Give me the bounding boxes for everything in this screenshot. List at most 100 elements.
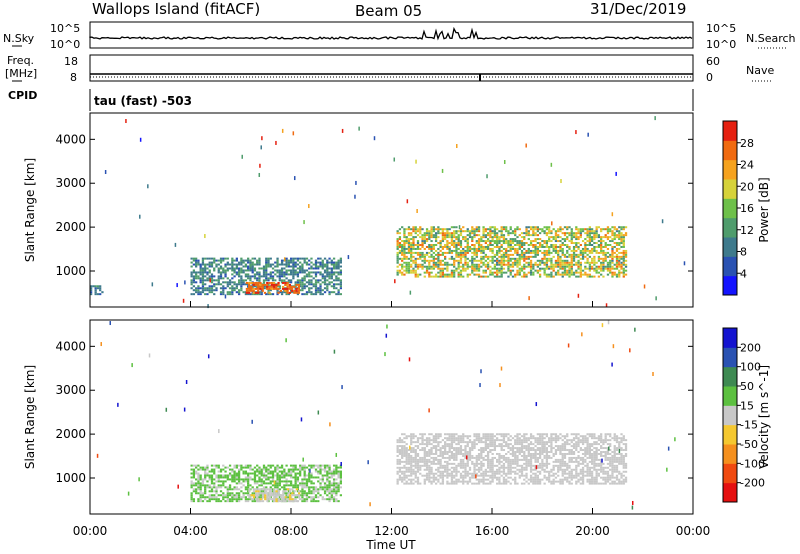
echo-cell: [310, 500, 313, 503]
echo-cell: [256, 496, 259, 499]
echo-cell: [419, 472, 422, 475]
echo-cell: [575, 269, 578, 272]
echo-cell: [468, 259, 472, 262]
echo-cell: [568, 267, 571, 270]
echo-cell: [545, 244, 549, 246]
echo-cell: [536, 464, 539, 467]
echo-cell: [217, 271, 220, 274]
echo-cell: [195, 259, 198, 262]
echo-cell: [326, 261, 329, 264]
echo-cell: [559, 247, 562, 250]
echo-cell: [241, 154, 243, 159]
echo-cell: [502, 259, 506, 262]
echo-cell: [459, 451, 463, 453]
echo-cell: [468, 451, 472, 453]
echo-cell: [572, 255, 576, 258]
site-title: Wallops Island (fitACF): [92, 0, 260, 18]
echo-cell: [317, 472, 320, 475]
echo-cell: [572, 271, 576, 274]
echo-cell: [471, 244, 474, 246]
echo-cell: [410, 460, 413, 463]
echo-cell: [545, 451, 549, 453]
echo-cell: [466, 470, 469, 473]
echo-cell: [303, 269, 306, 272]
echo-cell: [301, 283, 304, 286]
echo-cell: [299, 474, 302, 477]
echo-cell: [271, 277, 275, 280]
echo-cell: [285, 484, 288, 487]
echo-cell: [312, 482, 315, 485]
echo-cell: [197, 482, 200, 485]
echo-cell: [323, 291, 327, 294]
echo-cell: [253, 466, 257, 469]
echo-cell: [414, 244, 417, 246]
echo-cell: [475, 226, 478, 229]
echo-cell: [498, 456, 501, 459]
echo-cell: [597, 244, 601, 246]
echo-cell: [529, 255, 533, 258]
echo-cell: [283, 273, 286, 276]
echo-cell: [493, 445, 497, 448]
echo-cell: [326, 273, 329, 276]
echo-cell: [222, 271, 225, 274]
echo-cell: [518, 441, 521, 444]
echo-cell: [439, 232, 442, 235]
echo-cell: [317, 492, 320, 495]
echo-cell: [444, 236, 447, 239]
echo-cell: [620, 257, 623, 260]
echo-cell: [538, 441, 542, 444]
echo-cell: [498, 462, 501, 465]
echo-cell: [206, 279, 209, 282]
echo-cell: [410, 472, 413, 475]
echo-cell: [287, 498, 290, 501]
echo-cell: [575, 253, 578, 256]
echo-cell: [595, 234, 598, 237]
echo-cell: [595, 261, 598, 264]
echo-cell: [618, 259, 621, 262]
echo-cell: [291, 289, 294, 292]
echo-cell: [401, 441, 404, 444]
echo-cell: [536, 230, 539, 233]
echo-cell: [332, 287, 336, 290]
echo-cell: [520, 445, 524, 448]
echo-cell: [330, 263, 333, 266]
echo-cell: [448, 234, 451, 237]
echo-cell: [548, 245, 551, 248]
echo-cell: [428, 443, 431, 446]
echo-cell: [579, 267, 582, 270]
echo-cell: [430, 476, 433, 479]
echo-cell: [568, 234, 571, 237]
echo-cell: [332, 468, 336, 471]
echo-cell: [532, 449, 535, 452]
echo-cell: [615, 234, 619, 237]
echo-cell: [482, 482, 485, 485]
echo-cell: [235, 267, 238, 270]
echo-cell: [468, 249, 472, 252]
echo-cell: [559, 261, 562, 264]
echo-cell: [529, 452, 533, 455]
echo-cell: [545, 245, 549, 248]
echo-cell: [484, 472, 487, 475]
echo-cell: [590, 265, 594, 268]
echo-cell: [258, 261, 261, 264]
echo-cell: [432, 441, 435, 444]
echo-cell: [509, 460, 512, 463]
echo-cell: [525, 462, 528, 465]
echo-cell: [244, 478, 248, 481]
echo-cell: [262, 287, 266, 290]
echo-cell: [507, 476, 510, 479]
echo-cell: [276, 271, 279, 274]
echo-cell: [559, 265, 562, 268]
echo-cell: [210, 257, 214, 260]
echo-cell: [276, 293, 279, 296]
echo-cell: [321, 273, 324, 276]
echo-cell: [278, 478, 281, 481]
echo-cell: [563, 232, 567, 235]
echo-cell: [330, 271, 333, 274]
echo-cell: [237, 482, 241, 485]
echo-cell: [275, 285, 278, 288]
echo-cell: [534, 460, 537, 463]
echo-cell: [228, 472, 232, 475]
echo-cell: [473, 447, 476, 450]
echo-cell: [434, 253, 438, 256]
